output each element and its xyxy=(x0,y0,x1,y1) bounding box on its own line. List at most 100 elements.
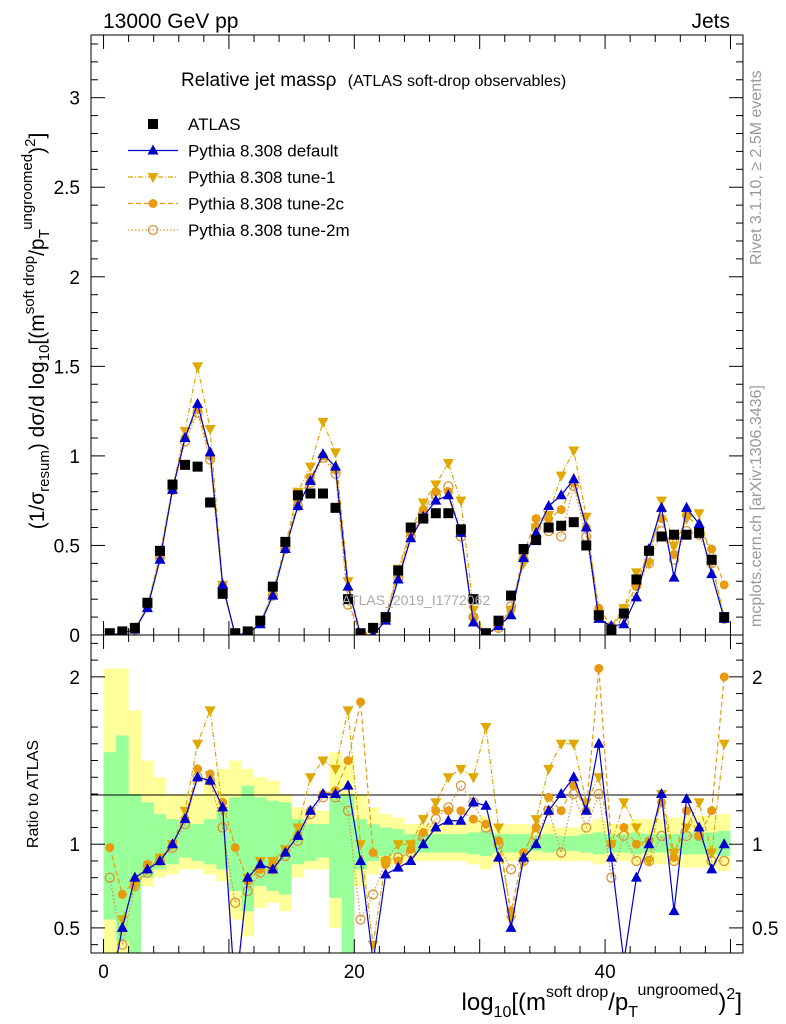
ratio-point-pythia-8-308-tune-1 xyxy=(643,856,655,867)
ratio-point-pythia-8-308-tune-1 xyxy=(342,706,354,717)
legend-label: Pythia 8.308 tune-2m xyxy=(188,221,350,240)
ratio-point-pythia-8-308-tune-1 xyxy=(480,723,492,734)
ratio-point-pythia-8-308-tune-2c xyxy=(443,806,453,816)
data-point-atlas xyxy=(418,513,429,524)
data-point-atlas xyxy=(581,540,592,551)
ratio-point-pythia-8-308-tune-2c xyxy=(594,663,604,673)
ratio-point-pythia-8-308-tune-1 xyxy=(668,848,680,859)
data-point-pythia-8-308-default xyxy=(467,616,479,627)
ratio-point-pythia-8-308-tune-2c xyxy=(368,848,378,858)
ratio-point-pythia-8-308-tune-2c xyxy=(544,792,554,802)
ratio-point-pythia-8-308-default xyxy=(167,838,178,849)
data-point-atlas xyxy=(606,624,617,635)
ratio-point-pythia-8-308-default xyxy=(368,955,379,965)
ratio-point-pythia-8-308-default xyxy=(405,854,417,865)
ratio-point-pythia-8-308-tune-2c xyxy=(393,856,403,866)
ratio-point-pythia-8-308-tune-1 xyxy=(230,991,241,1001)
ratio-band-inner xyxy=(203,819,217,865)
data-point-atlas xyxy=(669,529,680,540)
main-panel-series xyxy=(104,362,730,635)
ratio-line-pythia-8-308-default xyxy=(117,743,725,953)
data-point-pythia-8-308-tune-2m xyxy=(556,531,567,542)
ratio-band-inner xyxy=(504,834,518,853)
ratio-point-pythia-8-308-tune-1 xyxy=(267,856,279,867)
ratio-point-pythia-8-308-default xyxy=(254,858,266,869)
ratio-point-pythia-8-308-default xyxy=(467,796,479,807)
ratio-point-pythia-8-308-tune-2c xyxy=(531,822,541,832)
ratio-point-pythia-8-308-tune-1 xyxy=(543,764,555,775)
data-point-pythia-8-308-default xyxy=(656,501,667,512)
y-tick-label: 3 xyxy=(69,89,80,110)
ratio-point-pythia-8-308-tune-2c xyxy=(356,697,366,707)
ratio-y-tick-label-right: 1 xyxy=(752,835,763,856)
ratio-point-pythia-8-308-tune-2c xyxy=(631,839,641,849)
ratio-point-pythia-8-308-tune-2m xyxy=(242,885,253,897)
ratio-y-tick-label: 2 xyxy=(69,668,80,689)
ratio-point-pythia-8-308-default xyxy=(668,905,680,916)
ratio-point-pythia-8-308-tune-2m xyxy=(606,872,617,883)
data-point-pythia-8-308-tune-1 xyxy=(693,509,705,520)
ratio-panel: 0 20 40 0.5 0.5 1 1 2 2 xyxy=(54,634,778,1001)
ratio-point-pythia-8-308-tune-1 xyxy=(467,773,479,784)
legend-item: Pythia 8.308 tune-2c xyxy=(128,195,344,214)
ratio-point-pythia-8-308-default xyxy=(355,854,367,865)
ratio-point-pythia-8-308-tune-1 xyxy=(505,915,517,926)
data-point-pythia-8-308-tune-1 xyxy=(204,425,216,436)
ratio-point-pythia-8-308-tune-1 xyxy=(618,798,630,809)
data-point-atlas xyxy=(380,612,391,623)
ratio-point-pythia-8-308-default xyxy=(304,804,316,815)
data-point-pythia-8-308-default xyxy=(217,578,229,589)
data-point-atlas xyxy=(255,615,266,626)
ratio-point-pythia-8-308-default xyxy=(317,788,329,798)
data-point-atlas xyxy=(217,588,228,599)
data-point-pythia-8-308-default xyxy=(330,460,341,471)
ratio-point-pythia-8-308-tune-2c xyxy=(682,806,692,816)
svg-text:(1/σresum) dσ/d log10[(msoft d: (1/σresum) dσ/d log10[(msoft drop/pTungr… xyxy=(19,133,53,530)
data-point-atlas xyxy=(518,544,529,555)
y-tick-label: 1.5 xyxy=(54,357,80,378)
y-tick-label: 0 xyxy=(69,626,80,647)
rivet-version-label: Rivet 3.1.10, ≥ 2.5M events xyxy=(748,70,765,265)
data-point-pythia-8-308-default xyxy=(618,618,630,629)
data-point-pythia-8-308-tune-1 xyxy=(543,511,555,521)
data-point-pythia-8-308-default xyxy=(693,517,705,528)
ratio-point-pythia-8-308-tune-1 xyxy=(568,739,580,750)
ratio-band-inner xyxy=(479,830,493,856)
ratio-point-pythia-8-308-tune-2c xyxy=(418,827,428,837)
ratio-panel-ticks: 0 20 40 0.5 0.5 1 1 2 2 xyxy=(54,635,778,983)
ratio-point-pythia-8-308-default xyxy=(342,779,354,790)
data-point-atlas xyxy=(506,590,517,601)
data-point-pythia-8-308-tune-1 xyxy=(668,541,680,552)
data-point-atlas xyxy=(117,626,128,635)
data-point-pythia-8-308-tune-1 xyxy=(317,417,329,428)
ratio-point-pythia-8-308-default xyxy=(230,989,241,999)
ratio-point-pythia-8-308-tune-2c xyxy=(431,806,441,816)
data-point-pythia-8-308-tune-1 xyxy=(467,605,479,616)
data-point-pythia-8-308-tune-1 xyxy=(442,459,454,470)
legend-label: Pythia 8.308 tune-1 xyxy=(188,168,335,187)
data-point-pythia-8-308-tune-2c xyxy=(669,549,679,559)
ratio-point-pythia-8-308-tune-1 xyxy=(304,773,316,784)
ratio-point-pythia-8-308-default xyxy=(568,771,580,782)
legend-marker xyxy=(147,224,159,236)
legend-item: Pythia 8.308 tune-1 xyxy=(128,168,335,187)
data-point-atlas xyxy=(305,488,316,499)
ratio-point-pythia-8-308-default xyxy=(706,863,718,874)
data-point-pythia-8-308-default xyxy=(518,551,530,562)
data-point-pythia-8-308-default xyxy=(668,571,680,582)
data-point-atlas xyxy=(568,517,579,528)
data-point-atlas xyxy=(393,565,404,576)
data-point-atlas xyxy=(531,535,542,546)
ratio-point-pythia-8-308-tune-2c xyxy=(719,672,729,682)
data-point-pythia-8-308-default xyxy=(568,473,580,484)
ratio-point-pythia-8-308-default xyxy=(204,774,216,785)
data-point-pythia-8-308-tune-1 xyxy=(330,448,341,459)
ratio-point-pythia-8-308-tune-1 xyxy=(580,798,592,809)
ratio-point-pythia-8-308-tune-1 xyxy=(204,706,216,717)
ratio-band-inner xyxy=(580,834,593,853)
data-point-atlas xyxy=(593,610,604,621)
ratio-point-pythia-8-308-default xyxy=(505,921,517,932)
ratio-point-pythia-8-308-default xyxy=(154,854,166,865)
data-point-atlas xyxy=(455,524,466,535)
data-point-pythia-8-308-default xyxy=(405,532,417,543)
